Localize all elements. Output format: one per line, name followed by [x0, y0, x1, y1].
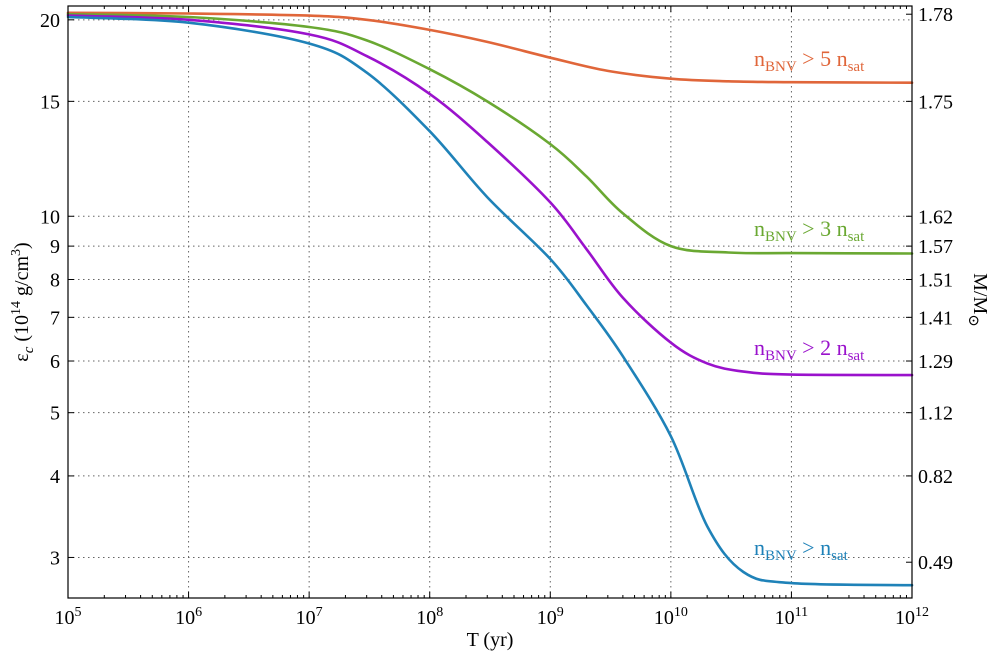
y-tick-label-left: 3	[50, 547, 60, 569]
y-tick-label-left: 10	[40, 206, 60, 228]
y-tick-label-right: 1.12	[918, 403, 953, 425]
y-tick-label-right: 1.62	[918, 206, 953, 228]
tick-layer	[67, 6, 913, 598]
x-tick-label: 1010	[654, 605, 688, 629]
y-tick-label-right: 0.82	[918, 466, 953, 488]
y-tick-label-left: 4	[50, 466, 60, 488]
svg-text:M/M⊙: M/M⊙	[965, 273, 991, 327]
series-label: nBNV > nsat	[754, 535, 849, 564]
y-tick-label-right: 1.29	[918, 351, 953, 373]
y-tick-label-right: 1.78	[918, 4, 953, 26]
y-tick-label-right: 1.75	[918, 91, 953, 113]
y-tick-label-right: 1.57	[918, 236, 953, 258]
x-tick-label: 1011	[775, 605, 808, 629]
series-label: nBNV > 3 nsat	[754, 216, 865, 245]
plot-frame	[67, 5, 913, 599]
x-tick-label: 109	[537, 605, 564, 629]
series-line	[66, 12, 914, 255]
y-tick-label-left: 9	[50, 236, 60, 258]
series-label: nBNV > 5 nsat	[754, 46, 865, 75]
y-axis-label-left: εc (1014 g/cm3)	[9, 242, 37, 361]
series-line	[66, 15, 914, 587]
series-layer	[66, 11, 914, 587]
series-line	[66, 14, 914, 377]
y-tick-label-left: 6	[50, 351, 60, 373]
y-tick-label-right: 1.41	[918, 307, 953, 329]
series-label: nBNV > 2 nsat	[754, 335, 865, 364]
y-tick-label-left: 8	[50, 269, 60, 291]
x-tick-label: 1012	[895, 605, 929, 629]
series-line	[66, 11, 914, 84]
grid-layer	[68, 6, 912, 598]
x-axis-label: T (yr)	[467, 629, 514, 651]
x-tick-label: 105	[55, 605, 82, 629]
y-tick-label-left: 20	[40, 10, 60, 32]
y-tick-label-right: 1.51	[918, 269, 953, 291]
x-tick-label: 106	[175, 605, 202, 629]
svg-text:εc (1014 g/cm3): εc (1014 g/cm3)	[9, 242, 37, 361]
y-axis-label-right: M/M⊙	[965, 273, 991, 327]
y-tick-label-left: 5	[50, 403, 60, 425]
y-tick-label-right: 0.49	[918, 552, 953, 574]
x-tick-label: 107	[296, 605, 323, 629]
x-tick-label: 108	[416, 605, 443, 629]
label-layer: 105 106 107 108 109 1010 1011 10122015109876543…	[40, 4, 953, 629]
y-tick-label-left: 7	[50, 307, 60, 329]
y-tick-label-left: 15	[40, 91, 60, 113]
